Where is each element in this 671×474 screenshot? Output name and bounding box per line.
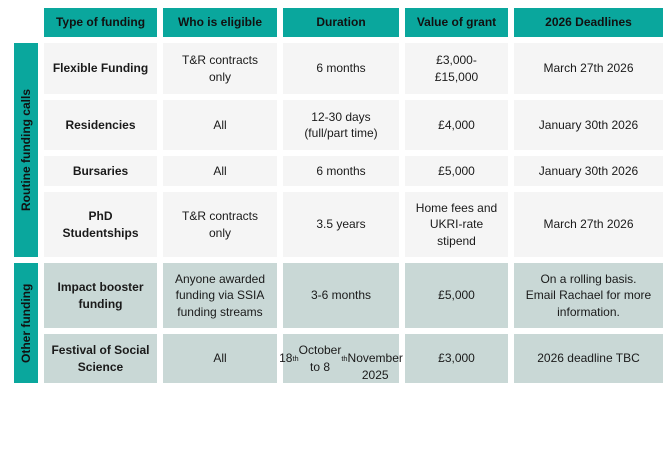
cell-funding-name: Residencies	[44, 100, 157, 150]
header-type-of-funding: Type of funding	[44, 8, 157, 37]
cell-grant-value: £5,000	[405, 263, 508, 328]
cell-deadline: January 30th 2026	[514, 156, 663, 186]
group-label-other-funding: Other funding	[14, 263, 38, 383]
cell-deadline: January 30th 2026	[514, 100, 663, 150]
cell-deadline: On a rolling basis. Email Rachael for mo…	[514, 263, 663, 328]
cell-eligibility: All	[163, 156, 277, 186]
cell-duration: 12-30 days (full/part time)	[283, 100, 399, 150]
cell-duration: 3-6 months	[283, 263, 399, 328]
funding-table: Type of funding Who is eligible Duration…	[14, 8, 663, 383]
header-who-is-eligible: Who is eligible	[163, 8, 277, 37]
group-label-routine-funding-calls: Routine funding calls	[14, 43, 38, 257]
cell-grant-value: £4,000	[405, 100, 508, 150]
cell-eligibility: T&R contracts only	[163, 43, 277, 94]
cell-grant-value: Home fees and UKRI-rate stipend	[405, 192, 508, 257]
cell-grant-value: £3,000- £15,000	[405, 43, 508, 94]
cell-funding-name: Bursaries	[44, 156, 157, 186]
cell-deadline: March 27th 2026	[514, 192, 663, 257]
cell-eligibility: All	[163, 100, 277, 150]
cell-duration: 3.5 years	[283, 192, 399, 257]
cell-eligibility: T&R contracts only	[163, 192, 277, 257]
cell-deadline: 2026 deadline TBC	[514, 334, 663, 383]
cell-duration: 6 months	[283, 156, 399, 186]
cell-duration: 6 months	[283, 43, 399, 94]
cell-grant-value: £3,000	[405, 334, 508, 383]
cell-eligibility: Anyone awarded funding via SSIA funding …	[163, 263, 277, 328]
cell-deadline: March 27th 2026	[514, 43, 663, 94]
cell-funding-name: Festival of Social Science	[44, 334, 157, 383]
cell-grant-value: £5,000	[405, 156, 508, 186]
cell-funding-name: PhD Studentships	[44, 192, 157, 257]
cell-funding-name: Impact booster funding	[44, 263, 157, 328]
header-2026-deadlines: 2026 Deadlines	[514, 8, 663, 37]
cell-eligibility: All	[163, 334, 277, 383]
header-duration: Duration	[283, 8, 399, 37]
cell-funding-name: Flexible Funding	[44, 43, 157, 94]
header-value-of-grant: Value of grant	[405, 8, 508, 37]
